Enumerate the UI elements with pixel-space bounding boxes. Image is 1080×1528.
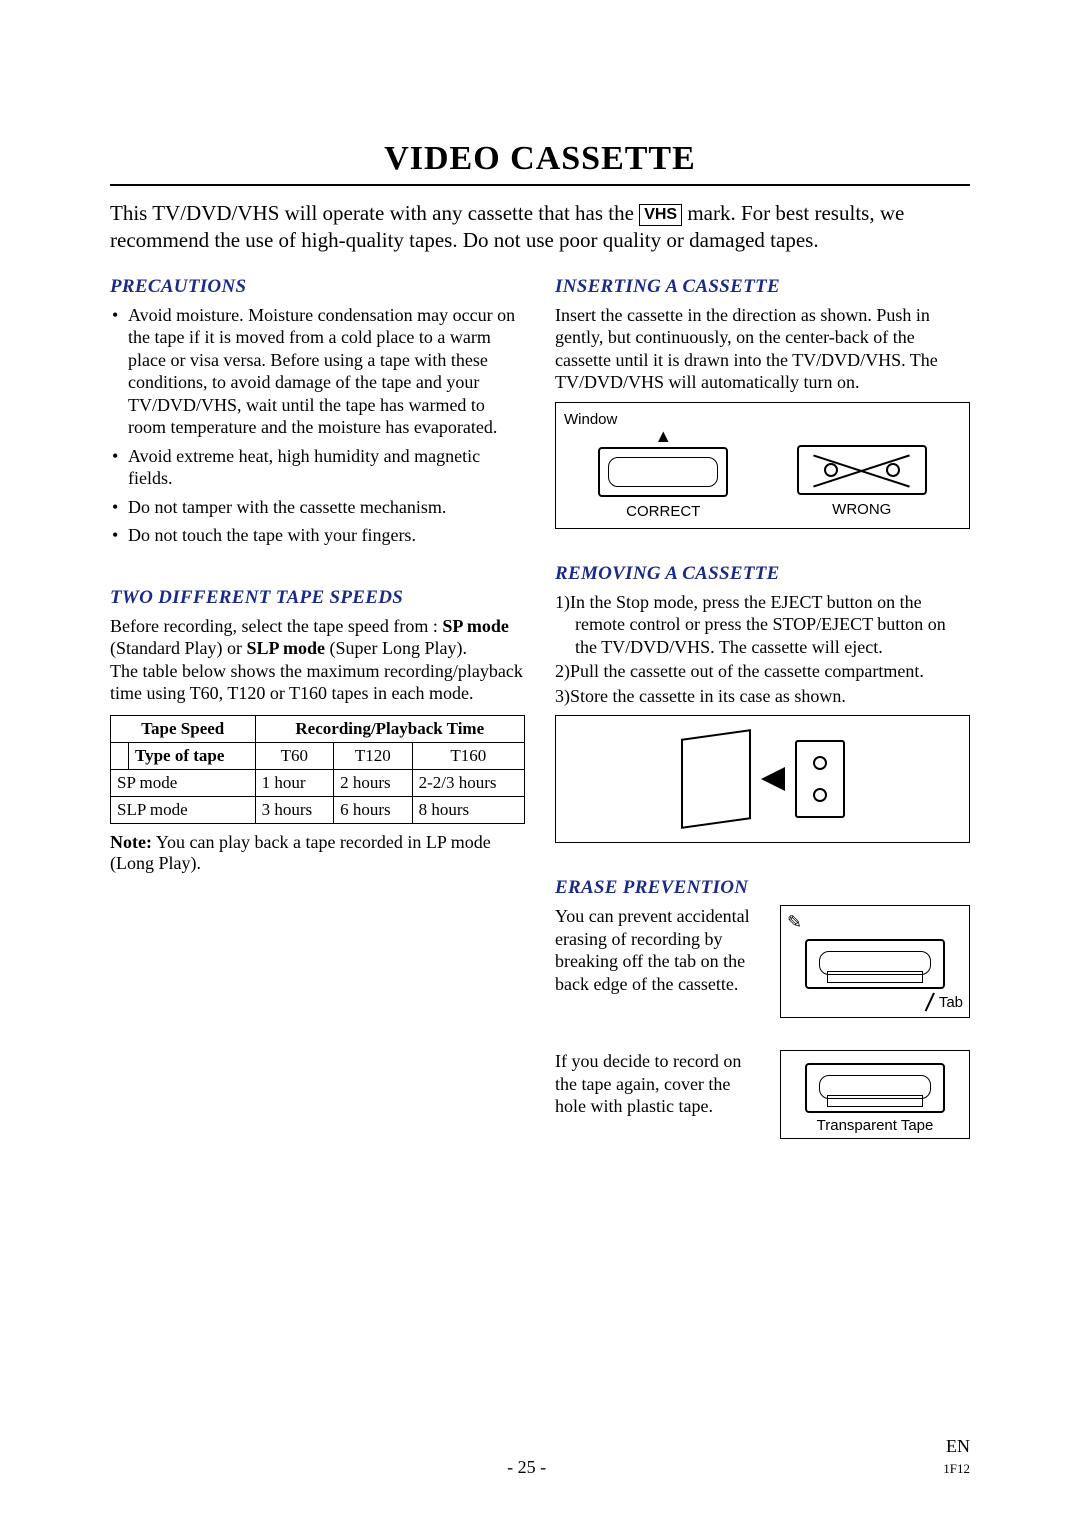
erase-p1: You can prevent accidental erasing of re… (555, 905, 764, 995)
precaution-item: Do not tamper with the cassette mechanis… (110, 496, 525, 519)
left-column: PRECAUTIONS Avoid moisture. Moisture con… (110, 276, 525, 1150)
text: (Standard Play) or (110, 638, 246, 658)
cell: 1 hour (255, 769, 334, 796)
arrow-left-icon (761, 767, 785, 791)
tape-speeds-p1: Before recording, select the tape speed … (110, 615, 525, 660)
text: (Super Long Play). (325, 638, 467, 658)
cassette-correct-icon (598, 447, 728, 497)
table-row: SLP mode 3 hours 6 hours 8 hours (111, 796, 525, 823)
wrong-label: WRONG (797, 501, 927, 518)
correct-label: CORRECT (598, 503, 728, 520)
cassette-wrong-icon (797, 445, 927, 495)
removing-list: 1)In the Stop mode, press the EJECT butt… (555, 591, 970, 708)
right-column: INSERTING A CASSETTE Insert the cassette… (555, 276, 970, 1150)
row-label: SLP mode (111, 796, 256, 823)
inserting-paragraph: Insert the cassette in the direction as … (555, 304, 970, 394)
table-header-speed: Tape Speed (111, 715, 256, 742)
footer-lang: EN (946, 1436, 970, 1456)
precautions-list: Avoid moisture. Moisture condensation ma… (110, 304, 525, 547)
intro-text-1: This TV/DVD/VHS will operate with any ca… (110, 201, 639, 225)
cassette-tab-icon (805, 939, 945, 989)
note-text: You can play back a tape recorded in LP … (110, 832, 491, 873)
intro-paragraph: This TV/DVD/VHS will operate with any ca… (110, 200, 970, 254)
table-subheader-type: Type of tape (129, 742, 256, 769)
erase-heading: ERASE PREVENTION (555, 877, 970, 899)
precaution-item: Do not touch the tape with your fingers. (110, 524, 525, 547)
tape-speeds-heading: TWO DIFFERENT TAPE SPEEDS (110, 587, 525, 609)
vhs-mark-icon: VHS (639, 204, 682, 226)
erase-p2: If you decide to record on the tape agai… (555, 1050, 764, 1118)
cell: 6 hours (334, 796, 413, 823)
erase-figure-tape: Transparent Tape (780, 1050, 970, 1139)
table-col-t60: T60 (255, 742, 334, 769)
tape-speeds-p2: The table below shows the maximum record… (110, 660, 525, 705)
inserting-figure: Window ▲ CORRECT WRONG (555, 402, 970, 529)
removing-figure (555, 715, 970, 843)
table-col-t120: T120 (334, 742, 413, 769)
precautions-heading: PRECAUTIONS (110, 276, 525, 298)
inserting-heading: INSERTING A CASSETTE (555, 276, 970, 298)
cell: 2 hours (334, 769, 413, 796)
page-footer: - 25 - EN 1F12 (110, 1436, 970, 1478)
note-label: Note: (110, 832, 152, 852)
page-title: VIDEO CASSETTE (110, 140, 970, 178)
title-rule (110, 184, 970, 186)
cassette-tape-icon (805, 1063, 945, 1113)
removing-heading: REMOVING A CASSETTE (555, 563, 970, 585)
removing-item: 1)In the Stop mode, press the EJECT butt… (555, 591, 970, 659)
cell: 8 hours (412, 796, 524, 823)
cell: 2-2/3 hours (412, 769, 524, 796)
removing-item: 2)Pull the cassette out of the cassette … (555, 660, 970, 683)
precaution-item: Avoid extreme heat, high humidity and ma… (110, 445, 525, 490)
table-col-t160: T160 (412, 742, 524, 769)
slp-mode-label: SLP mode (246, 638, 325, 658)
footer-code: 1F12 (943, 1461, 970, 1476)
cell: 3 hours (255, 796, 334, 823)
tape-speeds-note: Note: You can play back a tape recorded … (110, 832, 525, 874)
cassette-icon (795, 740, 845, 818)
sp-mode-label: SP mode (442, 616, 509, 636)
row-label: SP mode (111, 769, 256, 796)
removing-item: 3)Store the cassette in its case as show… (555, 685, 970, 708)
case-icon (681, 729, 751, 829)
table-header-time: Recording/Playback Time (255, 715, 524, 742)
text: Before recording, select the tape speed … (110, 616, 442, 636)
tab-label: Tab (939, 994, 963, 1011)
transparent-tape-label: Transparent Tape (787, 1117, 963, 1134)
erase-figure-tab: ✎ Tab (780, 905, 970, 1018)
tape-speed-table: Tape Speed Recording/Playback Time Type … (110, 715, 525, 824)
page-number: - 25 - (507, 1457, 546, 1478)
precaution-item: Avoid moisture. Moisture condensation ma… (110, 304, 525, 439)
table-row: SP mode 1 hour 2 hours 2-2/3 hours (111, 769, 525, 796)
